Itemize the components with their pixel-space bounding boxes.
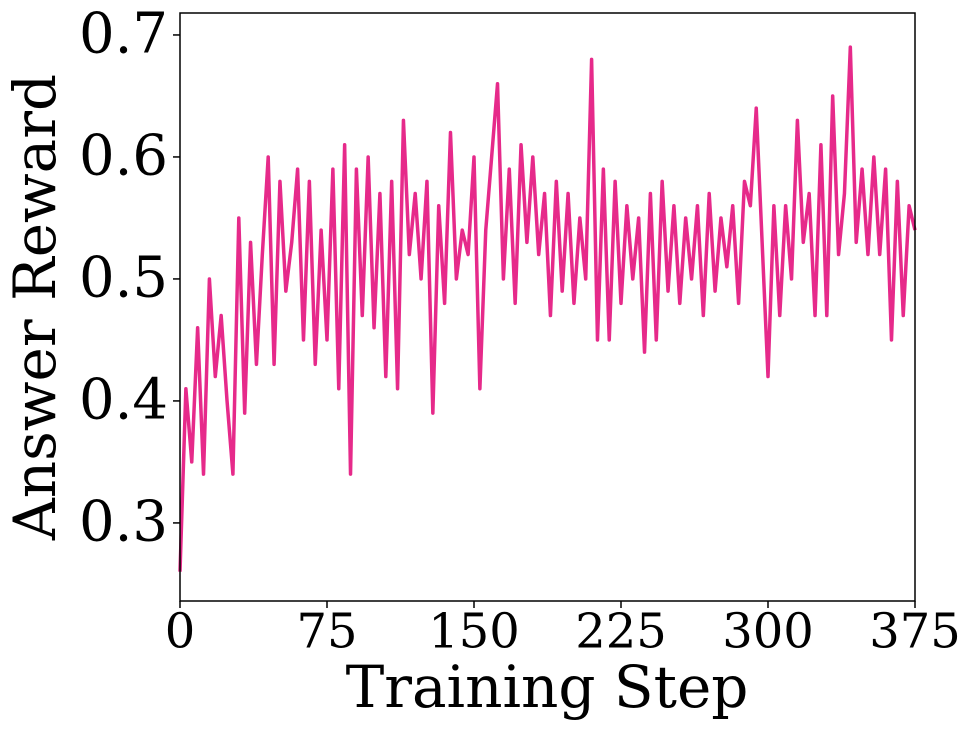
y-tick-label: 0.5	[79, 245, 168, 310]
x-tick-label: 0	[165, 604, 196, 660]
data-line	[178, 45, 917, 572]
y-tick-label: 0.6	[79, 123, 168, 188]
y-axis-label: Answer Reward	[1, 74, 69, 541]
x-axis-label: Training Step	[346, 653, 749, 721]
x-tick-label: 300	[722, 604, 814, 660]
y-tick-label: 0.4	[79, 367, 168, 432]
x-tick-label: 75	[296, 604, 357, 660]
x-tick-label: 150	[428, 604, 520, 660]
x-tick-label: 375	[869, 604, 961, 660]
plot-frame	[179, 12, 916, 602]
y-tick-label: 0.3	[79, 489, 168, 554]
x-tick-label: 225	[575, 604, 667, 660]
y-tick-label: 0.7	[79, 1, 168, 66]
